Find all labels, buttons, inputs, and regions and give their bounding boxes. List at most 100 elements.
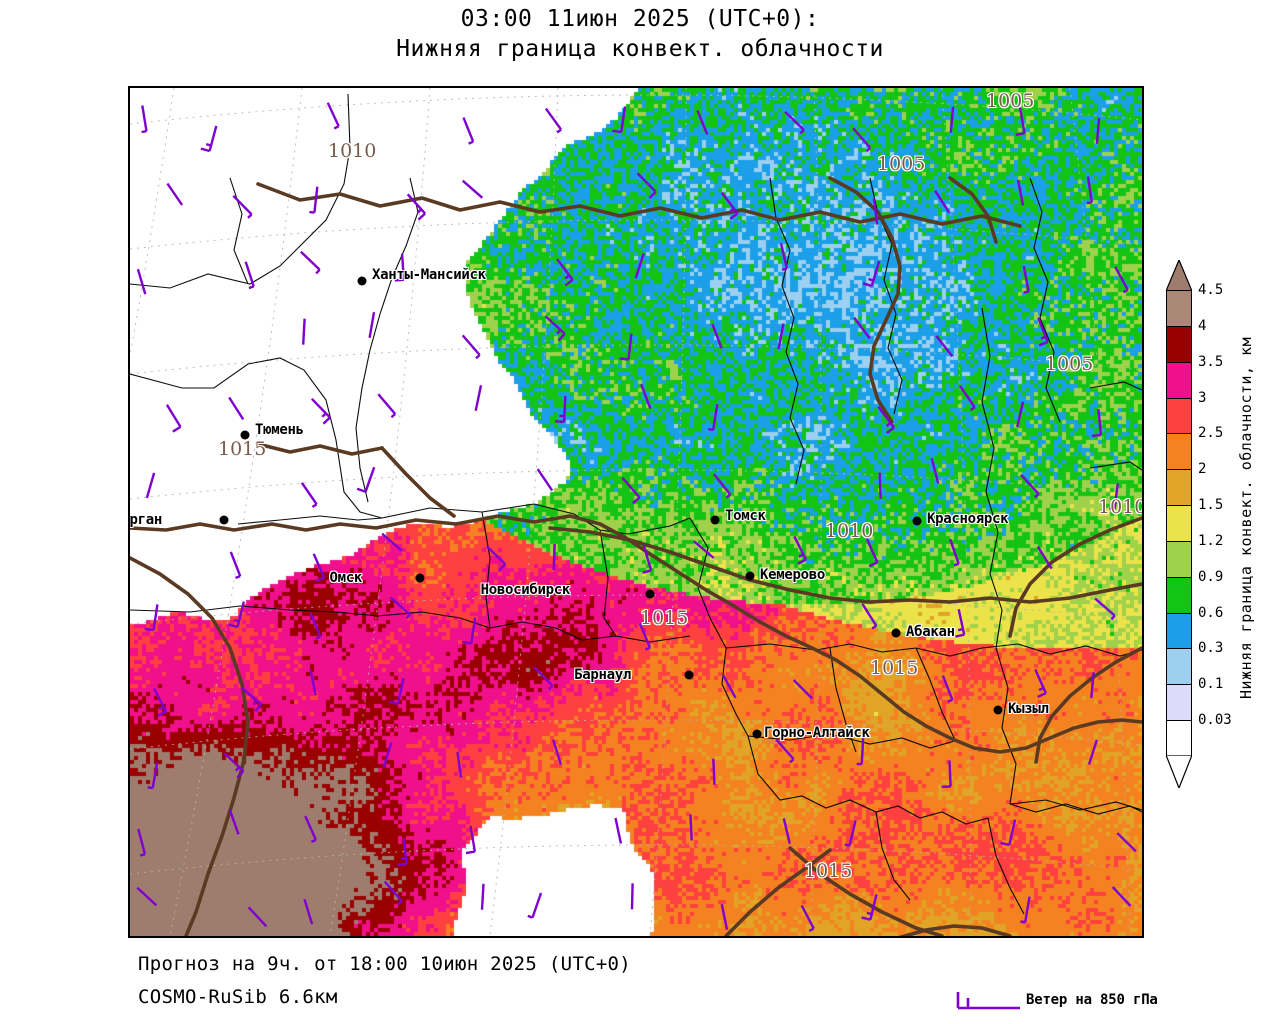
city-label: Тюмень xyxy=(255,422,304,438)
wind-barb xyxy=(720,191,739,220)
wind-barb xyxy=(465,825,477,855)
wind-barb xyxy=(1111,886,1132,907)
city-marker[interactable] xyxy=(752,729,762,739)
city-marker[interactable] xyxy=(912,516,922,526)
colorbar-cell xyxy=(1167,291,1191,327)
wind-barb xyxy=(383,880,403,906)
wind-barb xyxy=(300,250,321,275)
wind-barb xyxy=(614,817,623,844)
wind-barb xyxy=(144,604,159,632)
isobar-label: 1010 xyxy=(328,140,377,162)
wind-barb xyxy=(141,105,148,134)
colorbar-tick: 2 xyxy=(1198,461,1207,478)
city-label: Кемерово xyxy=(760,567,826,583)
page-title: 03:00 11июн 2025 (UTC+0): Нижняя граница… xyxy=(0,4,1280,64)
isobar-label: 1015 xyxy=(804,860,853,882)
wind-barb xyxy=(309,612,322,640)
wind-barb xyxy=(934,190,951,214)
wind-barb xyxy=(1090,672,1095,699)
wind-barb xyxy=(621,477,641,505)
wind-barb xyxy=(223,752,245,779)
city-marker[interactable] xyxy=(684,670,694,680)
colorbar-tick: 0.6 xyxy=(1198,604,1224,621)
wind-barb xyxy=(474,385,483,412)
wind-barb xyxy=(397,838,408,867)
wind-barb xyxy=(302,318,306,345)
wind-barb-legend-icon xyxy=(956,992,1020,1010)
wind-barb xyxy=(1114,266,1129,294)
wind-barb xyxy=(536,468,554,492)
wind-barb xyxy=(1037,317,1049,347)
wind-barb xyxy=(485,545,507,572)
wind-legend-label: Ветер на 850 гПа xyxy=(1026,992,1158,1008)
colorbar-cell xyxy=(1167,541,1191,578)
wind-barb xyxy=(861,603,878,630)
map-vector-overlay xyxy=(130,88,1142,936)
city-marker[interactable] xyxy=(993,705,1003,715)
city-marker[interactable] xyxy=(415,573,425,583)
colorbar-scale xyxy=(1166,290,1192,757)
wind-barb xyxy=(166,182,184,206)
colorbar-tick: 0.03 xyxy=(1198,712,1232,729)
wind-barb xyxy=(228,601,245,629)
wind-barb xyxy=(165,404,182,433)
wind-barb xyxy=(856,738,865,766)
wind-barb xyxy=(552,739,562,765)
city-marker[interactable] xyxy=(710,515,720,525)
wind-barb xyxy=(722,674,737,699)
wind-barb xyxy=(642,545,653,575)
colorbar-axis-title: Нижняя граница конвект. облачности, км xyxy=(1237,336,1255,700)
wind-barb xyxy=(462,117,475,145)
wind-barb xyxy=(137,828,147,857)
city-marker[interactable] xyxy=(357,276,367,286)
colorbar-cell xyxy=(1167,326,1191,363)
wind-barb xyxy=(720,904,729,930)
weather-map[interactable]: 1010 1015 1015 1010 1005 1005 1005 1010 1015 1015… xyxy=(128,86,1144,938)
wind-barb xyxy=(619,333,633,361)
wind-barb xyxy=(861,894,878,921)
weather-field-raster xyxy=(130,88,1142,936)
wind-barb xyxy=(1016,401,1025,428)
wind-barb xyxy=(775,738,795,764)
isobar-label: 1010 xyxy=(825,520,874,542)
wind-barb xyxy=(544,107,563,134)
colorbar-tick: 2.5 xyxy=(1198,425,1224,442)
wind-barb xyxy=(1000,819,1017,847)
wind-barb xyxy=(310,397,331,425)
wind-barb xyxy=(935,335,954,358)
wind-barb xyxy=(779,243,789,271)
colorbar-tick: 0.3 xyxy=(1198,640,1224,657)
wind-barb xyxy=(1091,408,1103,438)
title-line-valid-time: 03:00 11июн 2025 (UTC+0): xyxy=(460,6,820,32)
city-label: Ханты-Мансийск xyxy=(372,267,486,283)
wind-barb xyxy=(381,532,403,552)
city-marker[interactable] xyxy=(891,628,901,638)
city-marker[interactable] xyxy=(219,515,229,525)
city-marker[interactable] xyxy=(645,589,655,599)
wind-barb xyxy=(304,815,317,843)
forecast-info: Прогноз на 9ч. от 18:00 10июн 2025 (UTC+… xyxy=(138,953,632,975)
wind-barb xyxy=(136,268,147,295)
wind-barb xyxy=(1016,179,1025,206)
isobar-label: 1015 xyxy=(640,607,689,629)
wind-barb xyxy=(693,540,715,559)
wind-barb xyxy=(636,172,657,200)
wind-barb xyxy=(556,258,574,287)
wind-barb xyxy=(1034,669,1047,698)
colorbar-tick: 4.5 xyxy=(1198,282,1224,298)
wind-barb xyxy=(689,814,693,841)
wind-barb xyxy=(640,383,652,410)
wind-barb xyxy=(377,393,397,419)
wind-barb xyxy=(461,334,481,360)
wind-barb xyxy=(461,179,484,199)
colorbar-over-arrow xyxy=(1166,260,1192,291)
colorbar-tick: 1.5 xyxy=(1198,497,1224,514)
wind-barb xyxy=(244,261,255,290)
city-marker[interactable] xyxy=(240,430,250,440)
city-marker[interactable] xyxy=(745,571,755,581)
wind-barb xyxy=(462,617,477,645)
colorbar-tick: 3.5 xyxy=(1198,353,1224,370)
wind-barb xyxy=(382,742,393,768)
wind-barb xyxy=(955,609,966,638)
colorbar-cell xyxy=(1167,649,1191,686)
